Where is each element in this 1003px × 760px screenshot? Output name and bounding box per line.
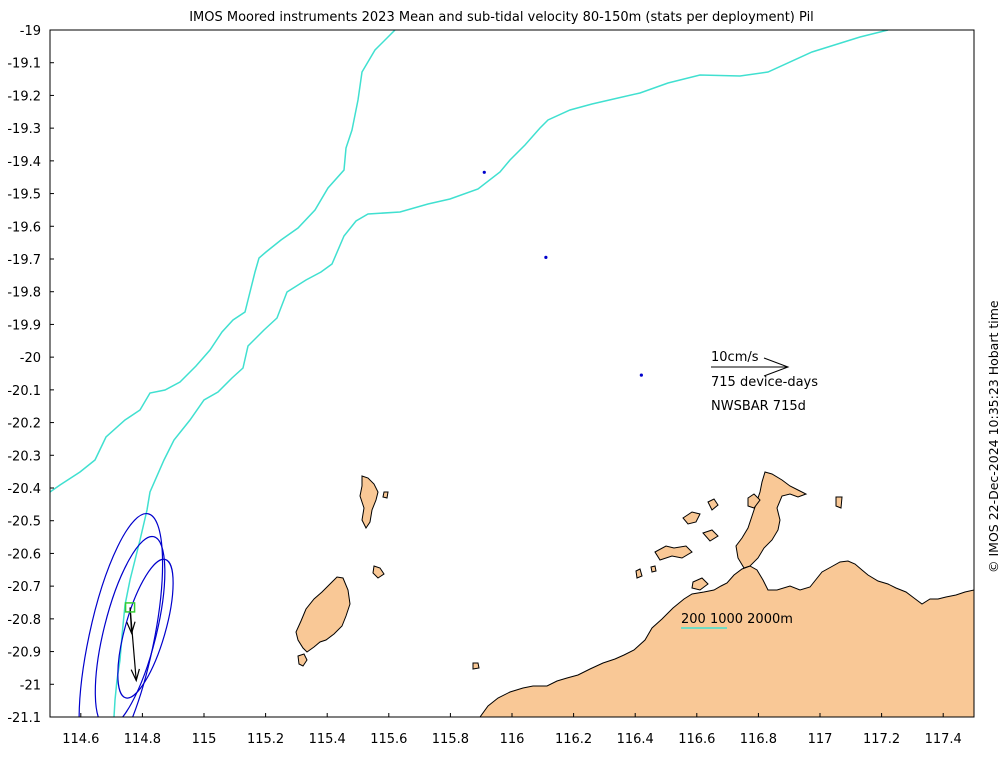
y-tick-label: -21.1 [7, 711, 41, 726]
x-tick-label: 115.4 [309, 732, 346, 747]
y-tick-label: -19.2 [7, 89, 41, 104]
island-rosemary [654, 545, 693, 561]
isobath-1000m [50, 30, 396, 493]
isobath-lines [50, 30, 889, 717]
x-tick-label: 116.6 [678, 732, 715, 747]
map-title: IMOS Moored instruments 2023 Mean and su… [189, 10, 814, 25]
y-tick-label: -19.4 [7, 155, 41, 170]
y-tick-label: -19.8 [7, 286, 41, 301]
other-sites [482, 170, 643, 377]
island-pt-samson [691, 577, 709, 591]
mooring-marker[interactable] [124, 602, 136, 613]
y-tick-label: -21 [20, 678, 41, 693]
x-tick-label: 115 [192, 732, 217, 747]
x-tick-label: 116.2 [555, 732, 592, 747]
variance-ellipse [94, 535, 166, 717]
island-north-c [747, 493, 761, 509]
peninsula-northeast [735, 471, 808, 569]
x-tick-label: 116.4 [617, 732, 654, 747]
mainland-coast [479, 560, 974, 717]
mean-velocity-arrow [129, 607, 137, 681]
y-tick-label: -19.1 [7, 57, 41, 72]
map-plot-area [50, 30, 974, 717]
y-tick-label: -19.3 [7, 122, 41, 137]
island-east-2 [702, 529, 719, 542]
x-tick-label: 116 [500, 732, 525, 747]
island-east [835, 496, 843, 509]
site-label: NWSBAR 715d [711, 399, 806, 414]
y-tick-label: -19.6 [7, 220, 41, 235]
y-tick-label: -19 [20, 24, 41, 39]
y-tick-label: -20.4 [7, 482, 41, 497]
y-tick-label: -20.7 [7, 580, 41, 595]
y-axis-ticks: -19 -19.1 -19.2 -19.3 -19.4 -19.5 -19.6 -19.7 -1… [7, 24, 54, 726]
y-tick-label: -20.3 [7, 449, 41, 464]
x-tick-label: 114.8 [124, 732, 161, 747]
mean-velocity-arrows [126, 607, 140, 683]
y-tick-label: -19.5 [7, 188, 41, 203]
y-tick-label: -20.9 [7, 646, 41, 661]
x-tick-label: 117.2 [863, 732, 900, 747]
x-tick-label: 117.4 [925, 732, 962, 747]
device-days-label: 715 device-days [711, 375, 819, 390]
isobath-2000m [113, 30, 889, 717]
x-tick-label: 115.6 [370, 732, 407, 747]
island-north-b [707, 498, 719, 511]
x-tick-label: 116.8 [740, 732, 777, 747]
y-tick-label: -20.2 [7, 417, 41, 432]
mean-velocity-arrowhead [130, 668, 140, 683]
montebello-islands [359, 475, 379, 529]
barrow-island [295, 576, 351, 653]
site-dot[interactable] [544, 255, 548, 259]
site-dot[interactable] [482, 170, 486, 174]
x-tick-label: 115.2 [247, 732, 284, 747]
islet-1 [297, 653, 308, 667]
lowendal-islands [372, 565, 385, 579]
y-tick-label: -20.6 [7, 547, 41, 562]
island-north-a [682, 511, 701, 525]
islet-2 [472, 662, 480, 670]
mean-velocity-arrowhead [126, 621, 136, 635]
y-tick-label: -20.5 [7, 515, 41, 530]
x-tick-label: 115.8 [432, 732, 469, 747]
land-masses [295, 471, 974, 717]
y-tick-label: -20.1 [7, 384, 41, 399]
scale-arrow [711, 357, 790, 377]
variance-ellipses [78, 512, 174, 717]
y-tick-label: -19.9 [7, 318, 41, 333]
islet-4 [650, 565, 657, 573]
site-dot[interactable] [639, 373, 643, 377]
x-axis-ticks: 114.6 114.8 115 115.2 115.4 115.6 115.8 116 116.… [62, 713, 962, 747]
y-tick-label: -19.7 [7, 253, 41, 268]
isobath-legend-label: 200 1000 2000m [681, 612, 793, 627]
scale-label: 10cm/s [711, 350, 759, 365]
y-tick-label: -20 [20, 351, 41, 366]
islet-5 [382, 491, 389, 499]
islet-3 [635, 568, 643, 579]
x-tick-label: 117 [808, 732, 833, 747]
variance-ellipse [117, 558, 174, 699]
y-tick-label: -20.8 [7, 613, 41, 628]
x-tick-label: 114.6 [62, 732, 99, 747]
copyright-label: © IMOS 22-Dec-2024 10:35:23 Hobart time [986, 300, 1001, 573]
